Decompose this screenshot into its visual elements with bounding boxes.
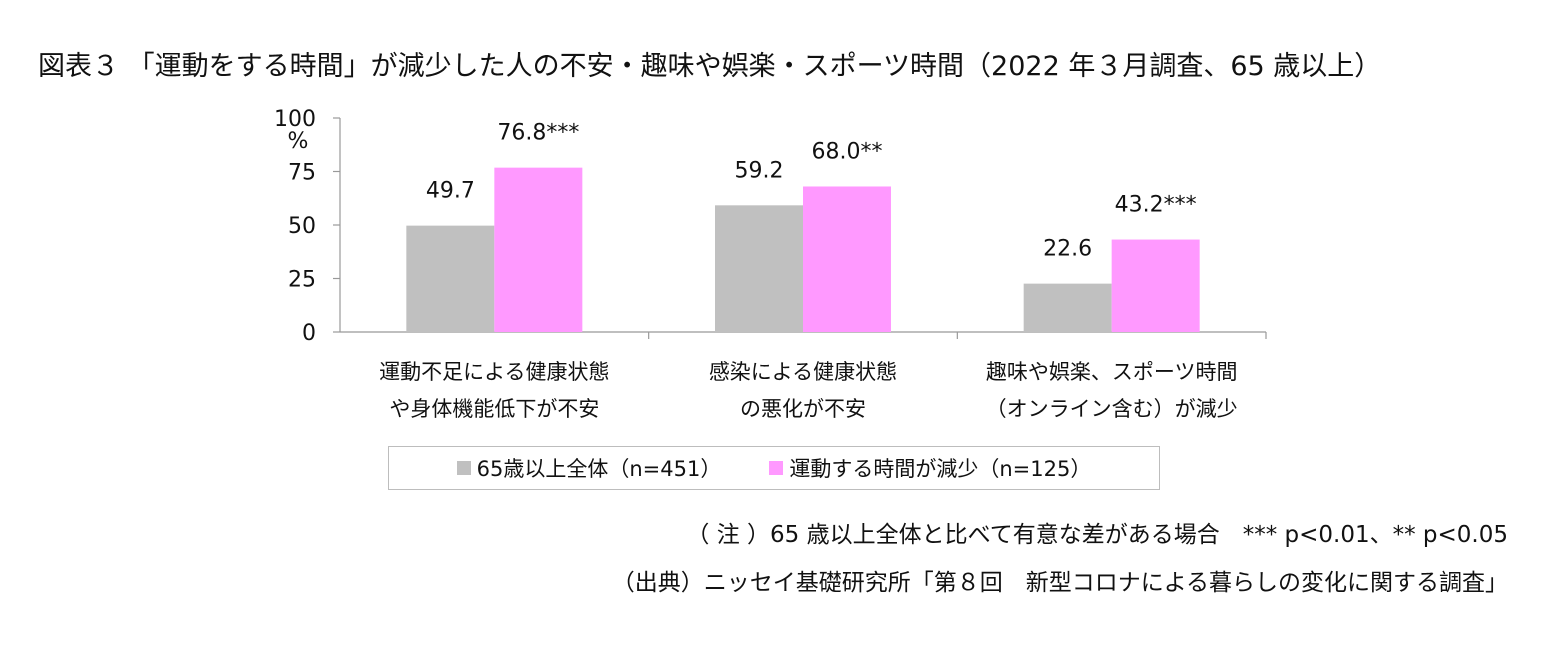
bar xyxy=(803,186,891,332)
x-axis xyxy=(340,331,1267,339)
data-labels: 49.7 76.8*** 59.2 68.0** 22.6 43.2*** xyxy=(426,121,1197,262)
legend-swatch-all xyxy=(456,461,471,475)
legend-swatch-decreased xyxy=(769,461,784,475)
category-label: の悪化が不安 xyxy=(740,397,866,421)
legend-item-all: 65歳以上全体（n=451） xyxy=(456,453,722,483)
bar-value-label: 68.0** xyxy=(812,139,883,164)
y-axis: 0 25 50 75 100% xyxy=(274,107,341,346)
category-label: （オンライン含む）が減少 xyxy=(986,397,1238,421)
legend-label-decreased: 運動する時間が減少（n=125） xyxy=(789,457,1092,481)
significance-note: （ 注 ）65 歳以上全体と比べて有意な差がある場合 *** p<0.01、**… xyxy=(686,522,1508,548)
bars xyxy=(406,167,1200,332)
category-label: 運動不足による健康状態 xyxy=(379,360,609,384)
bar-value-label: 22.6 xyxy=(1043,237,1092,262)
category-label: 趣味や娯楽、スポーツ時間 xyxy=(986,360,1238,384)
y-tick-label: 75 xyxy=(288,161,316,186)
bar-value-label: 49.7 xyxy=(426,179,475,204)
legend-label-all: 65歳以上全体（n=451） xyxy=(476,457,722,481)
category-label: 感染による健康状態 xyxy=(709,360,897,384)
source-note: （出典）ニッセイ基礎研究所「第８回 新型コロナによる暮らしの変化に関する調査」 xyxy=(611,570,1508,596)
bar xyxy=(406,225,495,332)
bar-value-label: 59.2 xyxy=(735,158,784,183)
y-tick-label: 50 xyxy=(288,214,316,239)
bar-value-label: 76.8*** xyxy=(497,121,579,146)
bar xyxy=(715,205,803,332)
y-tick-label: 100 xyxy=(274,107,316,132)
bar xyxy=(1111,239,1200,332)
y-tick-label: 0 xyxy=(302,321,316,346)
bar xyxy=(1023,283,1112,332)
bar-chart: 0 25 50 75 100% 49.7 76.8*** 59.2 68.0** 22.6 43.… xyxy=(274,107,1267,421)
y-tick-label: 25 xyxy=(288,268,316,293)
bar xyxy=(494,167,583,332)
chart-title: 図表３ 「運動をする時間」が減少した人の不安・趣味や娯楽・スポーツ時間（2022… xyxy=(38,51,1382,82)
category-label: や身体機能低下が不安 xyxy=(389,397,599,421)
legend-item-decreased: 運動する時間が減少（n=125） xyxy=(769,453,1091,483)
bar-value-label: 43.2*** xyxy=(1115,193,1197,218)
legend: 65歳以上全体（n=451） 運動する時間が減少（n=125） xyxy=(388,446,1160,490)
y-unit-label: % xyxy=(288,129,309,154)
